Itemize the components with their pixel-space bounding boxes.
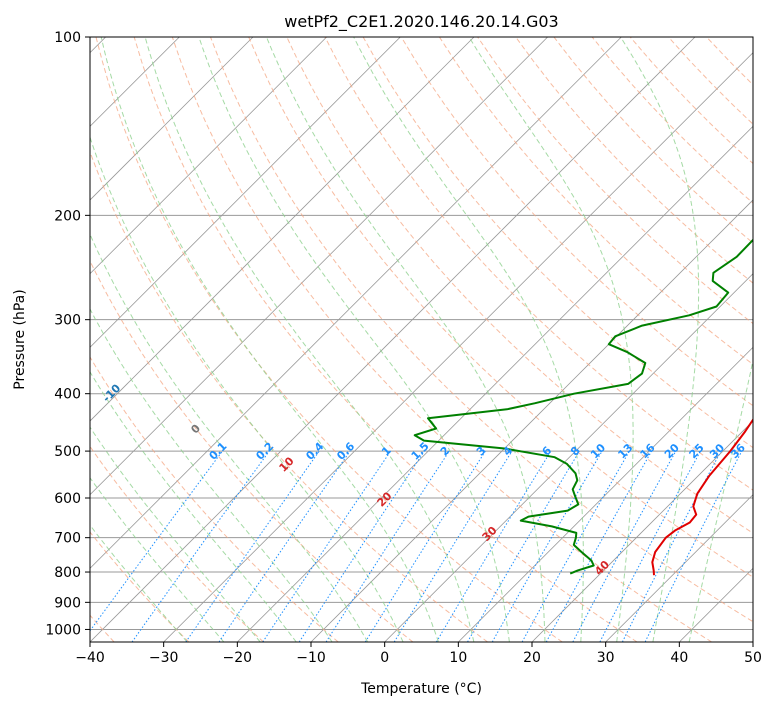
- x-tick-label: 30: [597, 650, 615, 666]
- dry-adiabat-line: [90, 150, 488, 642]
- y-axis-label: Pressure (hPa): [12, 289, 28, 389]
- dry-adiabat-line: [324, 37, 753, 491]
- isotherm-line: [458, 346, 753, 642]
- moist-adiabat-line: [198, 37, 510, 642]
- dry-adiabat-line: [95, 37, 563, 642]
- mixing-ratio-line: [572, 450, 677, 642]
- mixing-ratio-line: [521, 450, 630, 642]
- isotherm-line: [531, 420, 753, 642]
- y-tick-label: 200: [54, 208, 81, 224]
- x-tick-label: 40: [670, 650, 688, 666]
- mixing-ratio-line: [298, 450, 425, 642]
- dry-adiabat-line: [90, 259, 414, 642]
- y-tick-label: 700: [54, 531, 81, 547]
- x-axis-label: Temperature (°C): [360, 681, 482, 697]
- isotherm-line: [752, 641, 753, 642]
- mixing-ratio-line: [644, 450, 743, 642]
- y-tick-label: 800: [54, 565, 81, 581]
- isotherm-line: [90, 37, 254, 201]
- x-tick-label: 10: [449, 650, 467, 666]
- y-tick-label: 400: [54, 387, 81, 403]
- mixing-ratio-line: [325, 450, 450, 642]
- isotherm-line: [90, 37, 475, 422]
- y-tick-label: 600: [54, 491, 81, 507]
- dry-adiabat-line: [515, 37, 753, 284]
- dry-adiabat-line: [90, 356, 339, 642]
- isotherm-line: [237, 125, 753, 642]
- dry-adiabat-line: [438, 37, 753, 366]
- x-tick-label: −40: [75, 650, 105, 666]
- dry-adiabat-line: [171, 37, 712, 642]
- dry-adiabat-line: [248, 37, 753, 578]
- plot-background: [90, 37, 753, 642]
- temperature-profile-line: [651, 417, 753, 576]
- moist-adiabat-line: [90, 135, 404, 642]
- dry-adiabat-line: [133, 37, 638, 642]
- moist-adiabat-line: [90, 308, 333, 642]
- mixing-ratio-line: [393, 450, 513, 642]
- moist-adiabat-line: [100, 37, 439, 642]
- isotherm-line: [90, 37, 548, 496]
- x-tick-label: 20: [523, 650, 541, 666]
- mixing-ratio-line: [218, 450, 351, 642]
- dry-adiabat-line: [90, 445, 264, 642]
- moist-adiabat-line: [620, 37, 700, 642]
- x-tick-label: 50: [744, 650, 762, 666]
- background-lines: [90, 37, 753, 642]
- moist-adiabat-line: [90, 233, 369, 642]
- mixing-ratio-line: [262, 450, 392, 642]
- isotherm-line: [90, 37, 622, 569]
- y-tick-label: 100: [54, 30, 81, 46]
- isotherm-line: [90, 37, 401, 348]
- y-tick-label: 1000: [45, 622, 81, 638]
- x-tick-label: −10: [296, 650, 326, 666]
- moist-adiabat-line: [688, 358, 753, 642]
- y-axis-ticks: 100 200 300 400 500 600 700 800 900 1000: [45, 30, 90, 638]
- isotherm-line: [605, 494, 753, 642]
- sounding-series: [413, 238, 753, 576]
- mixing-ratio-line: [435, 450, 552, 642]
- dry-adiabat-line: [90, 531, 190, 642]
- y-tick-label: 300: [54, 313, 81, 329]
- x-axis-ticks: −40 −30 −20 −10 0 10 20 30 40 50: [75, 642, 762, 666]
- isotherm-line: [384, 273, 753, 642]
- moist-adiabat-line: [266, 37, 546, 642]
- plot-frame: [89, 36, 754, 643]
- dry-adiabat-line: [400, 37, 753, 407]
- isotherm-line: [163, 52, 753, 642]
- mixing-ratio-line: [599, 450, 701, 642]
- y-tick-label: 500: [54, 444, 81, 460]
- mixing-ratio-line: [364, 450, 486, 642]
- isotherm-line: [90, 37, 327, 275]
- moist-adiabat-line: [144, 37, 475, 642]
- y-tick-label: 900: [54, 595, 81, 611]
- dewpoint-profile-line: [413, 238, 753, 575]
- x-tick-label: 0: [380, 650, 389, 666]
- isotherm-line: [90, 37, 696, 642]
- mixing-ratio-line: [131, 450, 270, 642]
- dry-adiabat-line: [210, 37, 753, 623]
- x-tick-label: −20: [223, 650, 253, 666]
- x-tick-label: −30: [149, 650, 179, 666]
- mixing-ratio-line: [90, 450, 223, 632]
- chart-title: wetPf2_C2E1.2020.146.20.14.G03: [284, 12, 558, 32]
- mixing-ratio-line: [185, 450, 320, 642]
- moist-adiabat-line: [468, 37, 634, 642]
- mixing-ratio-line: [545, 450, 653, 642]
